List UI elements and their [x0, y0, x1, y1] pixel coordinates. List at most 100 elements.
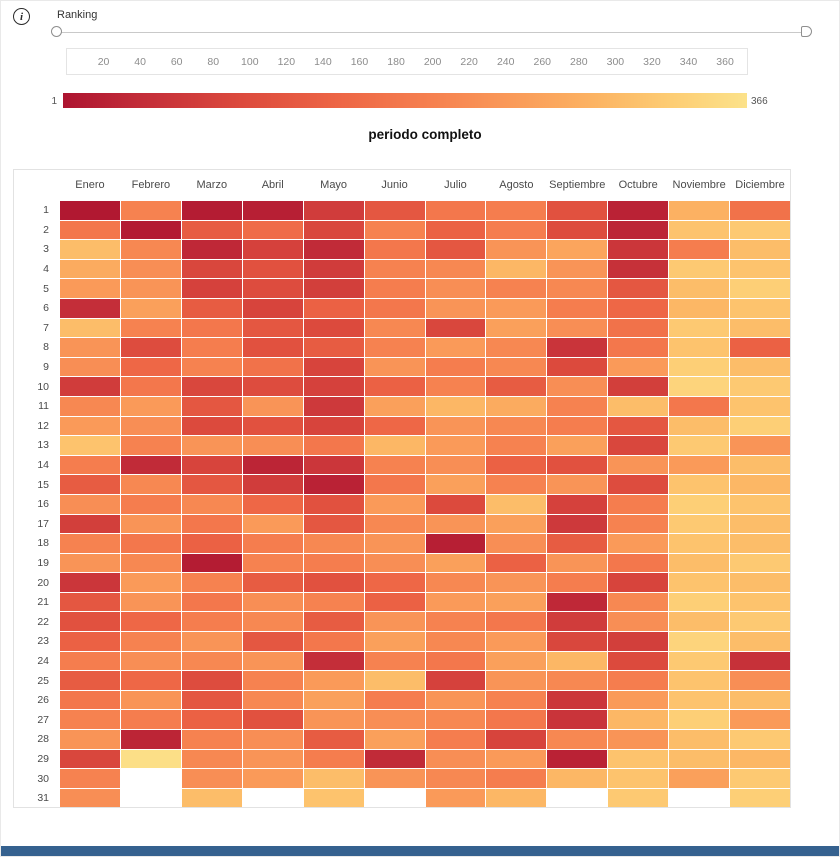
heatmap-cell[interactable] [60, 710, 120, 730]
heatmap-cell[interactable] [303, 396, 364, 416]
heatmap-cell[interactable] [242, 553, 303, 573]
heatmap-cell[interactable] [242, 396, 303, 416]
heatmap-cell[interactable] [730, 240, 790, 259]
heatmap-cell[interactable] [120, 514, 181, 534]
heatmap-cell[interactable] [303, 377, 364, 396]
heatmap-cell[interactable] [181, 357, 242, 377]
heatmap-cell[interactable] [181, 416, 242, 436]
heatmap-cell[interactable] [242, 671, 303, 690]
heatmap-cell[interactable] [730, 534, 790, 553]
heatmap-cell[interactable] [242, 220, 303, 240]
heatmap-cell[interactable] [181, 494, 242, 514]
heatmap-cell[interactable] [425, 494, 486, 514]
heatmap-cell[interactable] [486, 612, 547, 632]
heatmap-cell[interactable] [547, 710, 608, 730]
heatmap-cell[interactable] [181, 573, 242, 592]
heatmap-cell[interactable] [547, 436, 608, 455]
heatmap-cell[interactable] [547, 651, 608, 671]
heatmap-cell[interactable] [669, 240, 730, 259]
heatmap-cell[interactable] [608, 475, 669, 494]
heatmap-cell[interactable] [364, 201, 425, 220]
heatmap-cell[interactable] [60, 318, 120, 338]
heatmap-cell[interactable] [669, 259, 730, 279]
heatmap-cell[interactable] [486, 671, 547, 690]
heatmap-cell[interactable] [608, 298, 669, 318]
heatmap-cell[interactable] [486, 573, 547, 592]
heatmap-cell[interactable] [364, 671, 425, 690]
heatmap-cell[interactable] [486, 690, 547, 710]
heatmap-cell[interactable] [242, 279, 303, 298]
heatmap-cell[interactable] [669, 357, 730, 377]
heatmap-cell[interactable] [60, 651, 120, 671]
heatmap-cell[interactable] [486, 240, 547, 259]
heatmap-cell[interactable] [730, 730, 790, 749]
heatmap-cell[interactable] [425, 436, 486, 455]
heatmap-cell[interactable] [669, 298, 730, 318]
heatmap-cell[interactable] [730, 514, 790, 534]
heatmap-cell[interactable] [425, 201, 486, 220]
heatmap-cell[interactable] [120, 455, 181, 475]
heatmap-cell[interactable] [181, 298, 242, 318]
heatmap-cell[interactable] [669, 201, 730, 220]
range-slider-track[interactable] [58, 32, 806, 33]
heatmap-cell[interactable] [608, 612, 669, 632]
heatmap-cell[interactable] [608, 749, 669, 769]
heatmap-cell[interactable] [242, 769, 303, 788]
heatmap-cell[interactable] [181, 749, 242, 769]
heatmap-cell[interactable] [547, 671, 608, 690]
heatmap-cell[interactable] [486, 514, 547, 534]
heatmap-cell[interactable] [120, 632, 181, 651]
heatmap-cell[interactable] [60, 377, 120, 396]
heatmap-cell[interactable] [60, 357, 120, 377]
heatmap-cell[interactable] [486, 769, 547, 788]
heatmap-cell[interactable] [181, 730, 242, 749]
heatmap-cell[interactable] [60, 788, 120, 808]
heatmap-cell[interactable] [730, 788, 790, 808]
heatmap-cell[interactable] [547, 201, 608, 220]
heatmap-cell[interactable] [730, 416, 790, 436]
heatmap-cell[interactable] [547, 730, 608, 749]
heatmap-cell[interactable] [425, 788, 486, 808]
heatmap-cell[interactable] [425, 592, 486, 612]
heatmap-cell[interactable] [425, 298, 486, 318]
heatmap-cell[interactable] [486, 455, 547, 475]
heatmap-cell[interactable] [486, 475, 547, 494]
heatmap-cell[interactable] [303, 455, 364, 475]
heatmap-cell[interactable] [486, 632, 547, 651]
heatmap-cell[interactable] [303, 298, 364, 318]
heatmap-cell[interactable] [425, 377, 486, 396]
heatmap-cell[interactable] [425, 279, 486, 298]
heatmap-cell[interactable] [486, 338, 547, 357]
heatmap-cell[interactable] [608, 788, 669, 808]
range-slider-handle-left[interactable] [51, 26, 62, 37]
heatmap-cell[interactable] [181, 788, 242, 808]
heatmap-cell[interactable] [181, 455, 242, 475]
heatmap-cell[interactable] [120, 318, 181, 338]
heatmap-cell[interactable] [303, 749, 364, 769]
heatmap-cell[interactable] [242, 377, 303, 396]
heatmap-cell[interactable] [181, 514, 242, 534]
heatmap-cell[interactable] [425, 632, 486, 651]
heatmap-cell[interactable] [303, 514, 364, 534]
heatmap-cell[interactable] [425, 240, 486, 259]
heatmap-cell[interactable] [730, 455, 790, 475]
heatmap-cell[interactable] [181, 475, 242, 494]
heatmap-cell[interactable] [730, 377, 790, 396]
heatmap-cell[interactable] [730, 318, 790, 338]
heatmap-cell[interactable] [60, 455, 120, 475]
heatmap-cell[interactable] [486, 357, 547, 377]
heatmap-cell[interactable] [303, 690, 364, 710]
heatmap-cell[interactable] [486, 220, 547, 240]
heatmap-cell[interactable] [303, 220, 364, 240]
heatmap-cell[interactable] [364, 573, 425, 592]
heatmap-cell[interactable] [120, 710, 181, 730]
heatmap-cell[interactable] [242, 592, 303, 612]
heatmap-cell[interactable] [242, 632, 303, 651]
heatmap-cell[interactable] [425, 730, 486, 749]
heatmap-cell[interactable] [364, 769, 425, 788]
heatmap-cell[interactable] [547, 494, 608, 514]
heatmap-cell[interactable] [303, 612, 364, 632]
heatmap-cell[interactable] [364, 357, 425, 377]
heatmap-cell[interactable] [303, 475, 364, 494]
heatmap-cell[interactable] [608, 534, 669, 553]
